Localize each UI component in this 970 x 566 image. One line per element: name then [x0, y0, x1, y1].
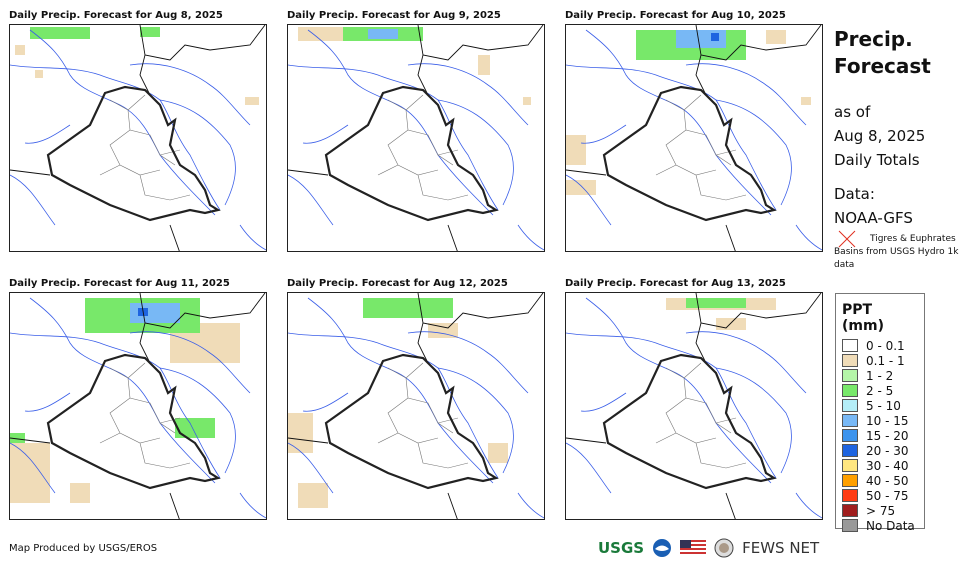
- panel-title: Daily Precip. Forecast for Aug 9, 2025: [287, 10, 501, 21]
- legend-label: 5 - 10: [866, 398, 901, 413]
- legend-item: No Data: [842, 518, 918, 533]
- precip-map: [9, 292, 267, 520]
- legend-swatch: [842, 339, 858, 352]
- title-line1: Precip.: [834, 27, 913, 51]
- legend-swatch: [842, 399, 858, 412]
- legend-label: 30 - 40: [866, 458, 909, 473]
- legend-item: 10 - 15: [842, 413, 918, 428]
- us-flag-icon: [680, 540, 707, 556]
- legend-label: > 75: [866, 503, 896, 518]
- fews-net-logo: FEWS NET: [742, 539, 820, 557]
- precip-map: [287, 24, 545, 252]
- legend-item: > 75: [842, 503, 918, 518]
- forecast-panel-aug11: Daily Precip. Forecast for Aug 11, 2025: [9, 278, 267, 520]
- legend-swatch: [842, 489, 858, 502]
- legend-item: 40 - 50: [842, 473, 918, 488]
- legend-item: 0.1 - 1: [842, 353, 918, 368]
- legend-label: 20 - 30: [866, 443, 909, 458]
- totals-label: Daily Totals: [834, 151, 920, 169]
- precip-map: [9, 24, 267, 252]
- legend-label: 0 - 0.1: [866, 338, 905, 353]
- credit-text: Map Produced by USGS/EROS: [9, 543, 158, 554]
- legend-label: 15 - 20: [866, 428, 909, 443]
- forecast-panel-aug8: Daily Precip. Forecast for Aug 8, 2025: [9, 10, 267, 252]
- panel-title: Daily Precip. Forecast for Aug 12, 2025: [287, 278, 508, 289]
- legend-label: 2 - 5: [866, 383, 894, 398]
- precip-map: [565, 24, 823, 252]
- basin-note: Tigres & Euphrates Basins from USGS Hydr…: [834, 230, 964, 274]
- legend-swatch: [842, 414, 858, 427]
- legend-label: 50 - 75: [866, 488, 909, 503]
- legend-swatch: [842, 429, 858, 442]
- usgs-logo: USGS: [598, 539, 645, 557]
- legend-item: 5 - 10: [842, 398, 918, 413]
- legend-item: 2 - 5: [842, 383, 918, 398]
- legend-swatch: [842, 459, 858, 472]
- legend-item: 20 - 30: [842, 443, 918, 458]
- legend-label: 10 - 15: [866, 413, 909, 428]
- legend-swatch: [842, 369, 858, 382]
- legend-title: PPT (mm): [842, 302, 884, 334]
- legend-label: 0.1 - 1: [866, 353, 905, 368]
- legend-swatch: [842, 444, 858, 457]
- panel-title: Daily Precip. Forecast for Aug 8, 2025: [9, 10, 223, 21]
- basin-x-icon: [838, 230, 856, 248]
- noaa-logo-icon: [653, 539, 672, 557]
- legend-item: 50 - 75: [842, 488, 918, 503]
- legend-label: 40 - 50: [866, 473, 909, 488]
- legend-label: 1 - 2: [866, 368, 894, 383]
- panel-title: Daily Precip. Forecast for Aug 10, 2025: [565, 10, 786, 21]
- precip-map: [565, 292, 823, 520]
- data-source: NOAA-GFS: [834, 209, 913, 227]
- state-dept-seal-icon: [714, 538, 734, 558]
- legend-swatch: [842, 384, 858, 397]
- info-panel: Precip. Forecast as of Aug 8, 2025 Daily…: [834, 26, 964, 274]
- forecast-panel-aug13: Daily Precip. Forecast for Aug 13, 2025: [565, 278, 823, 520]
- as-of-date: Aug 8, 2025: [834, 127, 926, 145]
- panel-title: Daily Precip. Forecast for Aug 13, 2025: [565, 278, 786, 289]
- forecast-panel-aug10: Daily Precip. Forecast for Aug 10, 2025: [565, 10, 823, 252]
- as-of-label: as of: [834, 103, 871, 121]
- legend-item: 15 - 20: [842, 428, 918, 443]
- legend-label: No Data: [866, 518, 915, 533]
- legend-swatch: [842, 519, 858, 532]
- legend-item: 30 - 40: [842, 458, 918, 473]
- precip-map: [287, 292, 545, 520]
- legend-swatch: [842, 504, 858, 517]
- legend-item: 0 - 0.1: [842, 338, 918, 353]
- data-label: Data:: [834, 185, 875, 203]
- logo-bar: USGS FEWS NET: [598, 538, 819, 558]
- legend-swatch: [842, 474, 858, 487]
- forecast-panel-aug9: Daily Precip. Forecast for Aug 9, 2025: [287, 10, 545, 252]
- title-line2: Forecast: [834, 54, 931, 78]
- legend-item: 1 - 2: [842, 368, 918, 383]
- legend-swatch: [842, 354, 858, 367]
- forecast-panel-aug12: Daily Precip. Forecast for Aug 12, 2025: [287, 278, 545, 520]
- panel-title: Daily Precip. Forecast for Aug 11, 2025: [9, 278, 230, 289]
